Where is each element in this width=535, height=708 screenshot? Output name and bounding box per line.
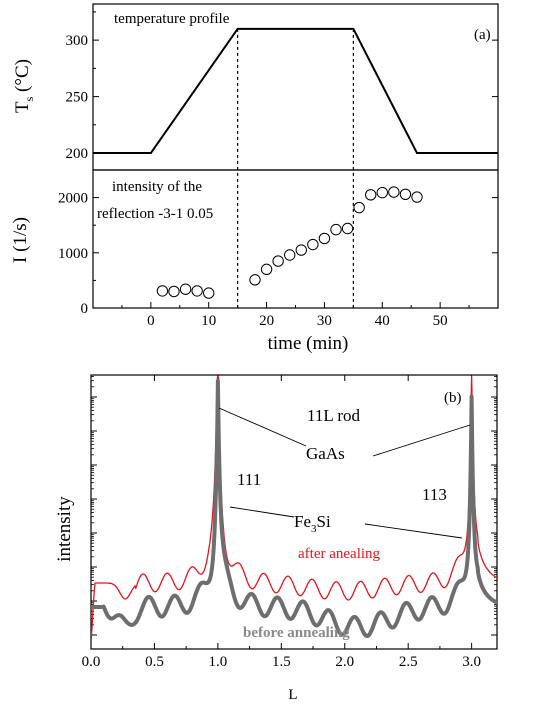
fesi-pointer-left <box>229 506 295 518</box>
intensity-point <box>330 223 342 236</box>
intensity-point <box>388 186 400 198</box>
after-annealing-curve <box>91 376 497 644</box>
intensity-point <box>307 238 319 251</box>
intensity-point <box>365 189 377 201</box>
intensity-point <box>353 201 365 214</box>
intensity-point <box>376 186 388 199</box>
intensity-x-axis-label: time (min) <box>268 333 349 354</box>
L-xtick-label: 0.0 <box>82 654 101 670</box>
rod-label: 11L rod <box>307 406 361 425</box>
panel-a-label: (a) <box>474 27 491 43</box>
panel-b-frame <box>90 374 498 650</box>
L-xtick-label: 1.5 <box>272 654 291 670</box>
gaas-pointer-right <box>372 424 471 457</box>
pointer-lines <box>218 407 471 539</box>
intensity-point <box>399 188 412 200</box>
temperature-profile-line <box>93 27 498 155</box>
time-xtick-label: 50 <box>433 313 448 329</box>
before-annealing-curve <box>91 379 497 638</box>
panel-b-rod-scan: 0.0 0.5 1.0 1.5 2.0 2.5 3.0 (b) 11L rod GaAs 1… <box>54 374 498 703</box>
temp-ytick-label: 200 <box>66 146 89 162</box>
intensity-annotation-line-1: intensity of the <box>112 179 202 195</box>
intensity-point <box>168 285 180 298</box>
intensity-point <box>272 255 284 267</box>
panel-b-label: (b) <box>444 390 462 406</box>
L-xtick-label: 0.5 <box>145 654 164 670</box>
intensity-annotation-line-2: reflection -3-1 0.05 <box>97 206 213 222</box>
intensity-point <box>191 285 203 297</box>
intensity-point <box>284 249 296 261</box>
intensity-ytick-label: 2000 <box>58 191 88 207</box>
temp-ytick-label: 250 <box>66 90 89 106</box>
panel-b-x-axis-label: L <box>288 687 297 703</box>
intensity-point <box>260 263 273 276</box>
peak-111-label: 111 <box>237 470 261 489</box>
intensity-point <box>318 232 331 245</box>
L-xtick-label: 2.0 <box>335 654 354 670</box>
temp-ytick-label: 300 <box>66 33 89 49</box>
panel-a-intensity: intensity of the reflection -3-1 0.05 0 1… <box>10 169 499 354</box>
intensity-point <box>179 283 192 295</box>
intensity-point <box>295 244 307 256</box>
fesi-label: Fe3Si <box>294 512 331 535</box>
time-xtick-label: 0 <box>147 313 155 329</box>
intensity-point <box>341 222 354 235</box>
panel-b-y-axis-label: intensity <box>54 496 75 562</box>
time-xtick-label: 30 <box>317 313 332 329</box>
time-xtick-label: 20 <box>259 313 274 329</box>
phase-markers <box>237 28 354 308</box>
intensity-ytick-label: 0 <box>81 301 89 317</box>
time-xtick-label: 10 <box>201 313 216 329</box>
panel-a-y-axis: 200 250 300 <box>66 11 498 162</box>
intensity-y-axis-label: I (1/s) <box>10 217 31 263</box>
time-xtick-label: 40 <box>375 313 390 329</box>
panel-a-temperature: temperature profile (a) 200 250 300 Ts (°C… <box>12 3 499 171</box>
gaas-pointer-left <box>218 407 307 447</box>
fesi-pointer-right <box>364 523 463 539</box>
before-annealing-label: before annealing <box>243 625 350 641</box>
intensity-point <box>249 274 261 286</box>
L-xtick-label: 3.0 <box>462 654 481 670</box>
panel-a-title: temperature profile <box>114 11 230 27</box>
intensity-point <box>203 287 215 299</box>
temperature-line <box>93 27 498 155</box>
intensity-point <box>156 285 169 297</box>
intensity-points <box>156 186 423 299</box>
panel-a-y-axis-label: Ts (°C) <box>12 59 36 113</box>
after-annealing-label: after anealing <box>298 546 381 562</box>
gaas-label: GaAs <box>306 444 345 463</box>
intensity-point <box>411 191 423 203</box>
L-xtick-label: 2.5 <box>399 654 418 670</box>
intensity-axes: 0 1000 2000 0 10 20 30 40 50 <box>58 191 498 329</box>
intensity-ytick-label: 1000 <box>58 246 88 262</box>
peak-113-label: 113 <box>422 485 447 504</box>
L-xtick-label: 1.0 <box>209 654 228 670</box>
